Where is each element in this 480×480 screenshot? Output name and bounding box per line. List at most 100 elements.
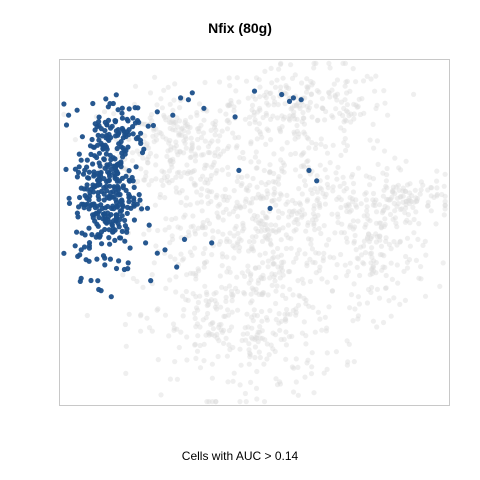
background-point [369,267,375,273]
background-point [84,312,90,319]
background-point [389,276,395,282]
background-point [175,224,181,230]
background-point [345,201,352,207]
background-point [227,83,233,89]
background-point [322,314,328,320]
background-point [224,118,230,124]
background-point [278,192,284,198]
background-point [380,264,386,270]
background-point [398,193,404,200]
background-point [298,152,304,158]
background-point [308,236,314,243]
background-point [268,242,274,248]
highlighted-point [77,252,83,258]
background-point [353,79,359,85]
background-point [304,103,310,109]
highlighted-point [110,203,116,209]
background-point [350,199,356,205]
background-point [414,196,421,202]
background-point [163,285,169,291]
highlighted-point [89,136,95,143]
background-point [286,116,292,122]
background-point [254,126,260,132]
background-point [249,244,255,250]
background-point [203,332,209,338]
background-point [220,209,226,215]
background-point [246,347,252,353]
highlighted-point [61,250,67,256]
background-point [224,269,230,275]
background-point [442,193,448,199]
background-point [290,292,296,298]
background-point [173,185,179,191]
background-point [294,102,300,108]
background-point [374,138,380,144]
background-point [250,246,256,252]
background-point [304,263,310,269]
background-point [280,116,286,122]
background-point [390,184,396,190]
background-point [420,182,426,188]
background-point [294,128,300,134]
background-point [351,101,357,107]
background-point [355,103,361,110]
highlighted-point [132,105,138,111]
background-point [288,236,294,242]
background-point [196,268,202,274]
background-point [344,102,350,108]
background-point [291,129,297,135]
background-point [294,116,300,122]
background-point [268,137,274,143]
background-point [320,105,326,112]
background-point [176,169,182,175]
background-point [188,135,194,141]
background-point [348,111,354,117]
background-point [150,133,156,139]
background-point [229,324,235,330]
background-point [145,154,152,160]
background-point [189,140,195,146]
background-point [247,350,253,356]
background-point [276,320,282,326]
highlighted-point [66,200,73,206]
background-point [170,107,176,113]
background-point [210,326,216,332]
highlighted-point [115,127,121,133]
background-point [395,201,401,207]
background-point [320,255,326,261]
background-point [237,382,243,388]
background-point [378,224,384,230]
highlighted-points [61,88,320,300]
background-point [338,152,344,158]
background-point [356,301,362,307]
background-point [244,311,250,317]
chart-caption: Cells with AUC > 0.14 [181,449,299,463]
background-point [146,227,152,233]
background-point [411,216,417,223]
background-point [185,229,192,235]
background-point [413,209,419,215]
background-point [179,293,186,299]
highlighted-point [90,182,96,188]
background-point [264,356,270,362]
background-point [265,191,271,197]
background-point [355,165,362,171]
background-point [303,341,309,347]
background-point [204,302,210,309]
background-point [258,274,264,280]
highlighted-point [96,114,102,120]
background-point [278,265,284,271]
background-point [214,210,220,216]
highlighted-point [113,190,119,196]
background-point [233,203,239,209]
background-point [320,258,326,264]
background-point [253,195,259,201]
background-point [239,181,245,187]
background-point [251,307,257,313]
highlighted-point [136,119,142,125]
background-point [149,178,155,184]
background-point [384,165,390,172]
background-point [386,241,392,248]
background-point [210,320,216,326]
background-point [442,202,448,209]
